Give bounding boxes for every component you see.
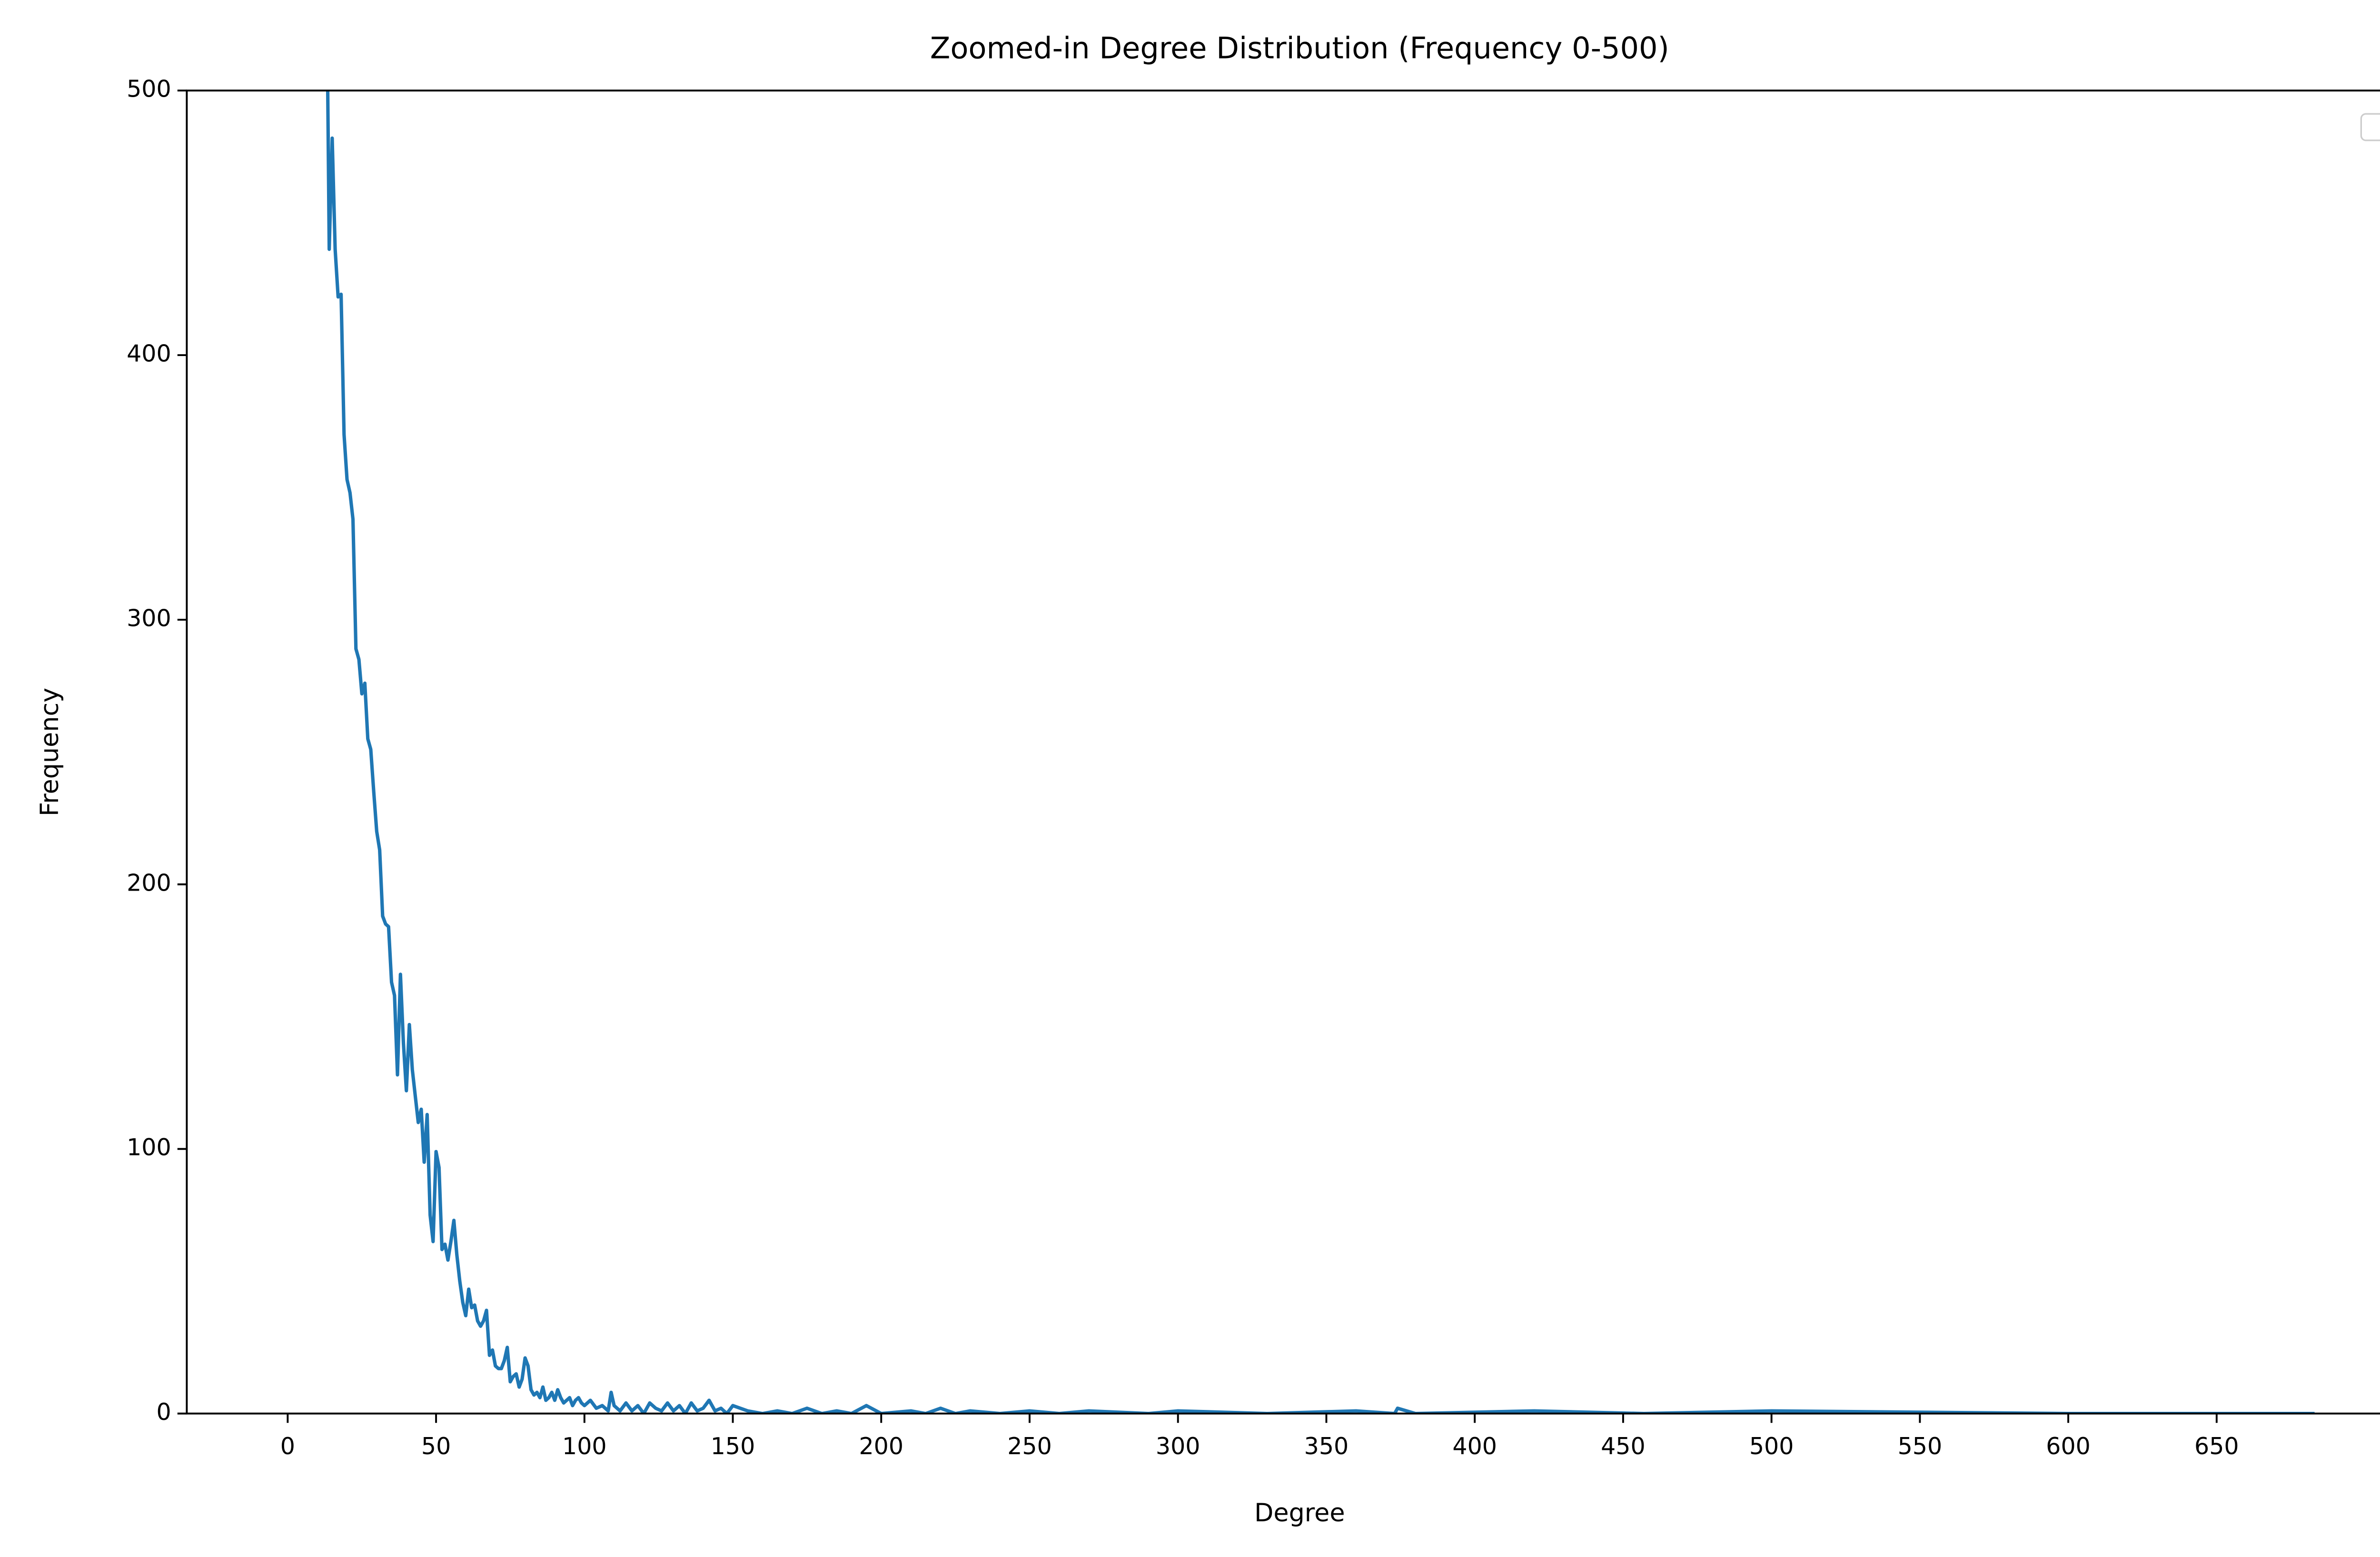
data-line [326, 90, 2315, 1414]
y-tick-label: 0 [156, 1398, 171, 1426]
y-tick-label: 500 [127, 75, 171, 103]
x-tick-label: 200 [859, 1432, 903, 1460]
plot-frame [186, 89, 2380, 1415]
x-tick-label: 400 [1452, 1432, 1497, 1460]
x-tick-label: 350 [1304, 1432, 1349, 1460]
x-tick-label: 550 [1898, 1432, 1943, 1460]
x-tick-label: 650 [2194, 1432, 2239, 1460]
y-tick-label: 100 [127, 1133, 171, 1161]
y-tick-label: 200 [127, 869, 171, 896]
y-axis-label: Frequency [35, 688, 64, 816]
x-tick-label: 600 [2046, 1432, 2091, 1460]
legend [2360, 113, 2380, 141]
x-tick-label: 500 [1749, 1432, 1794, 1460]
x-tick-label: 0 [280, 1432, 295, 1460]
x-tick-label: 50 [421, 1432, 451, 1460]
x-axis-label: Degree [1254, 1498, 1345, 1527]
x-tick-label: 250 [1007, 1432, 1052, 1460]
plot: 0 100 200 300 400 500 0 50 100 150 200 250 300 350 400… [127, 75, 2315, 1460]
y-tick-label: 300 [127, 604, 171, 632]
x-tick-label: 450 [1601, 1432, 1646, 1460]
chart-title: Zoomed-in Degree Distribution (Frequency… [930, 30, 1669, 65]
x-tick-label: 100 [562, 1432, 607, 1460]
y-tick-label: 400 [127, 340, 171, 367]
x-tick-label: 150 [711, 1432, 755, 1460]
x-tick-label: 300 [1156, 1432, 1200, 1460]
